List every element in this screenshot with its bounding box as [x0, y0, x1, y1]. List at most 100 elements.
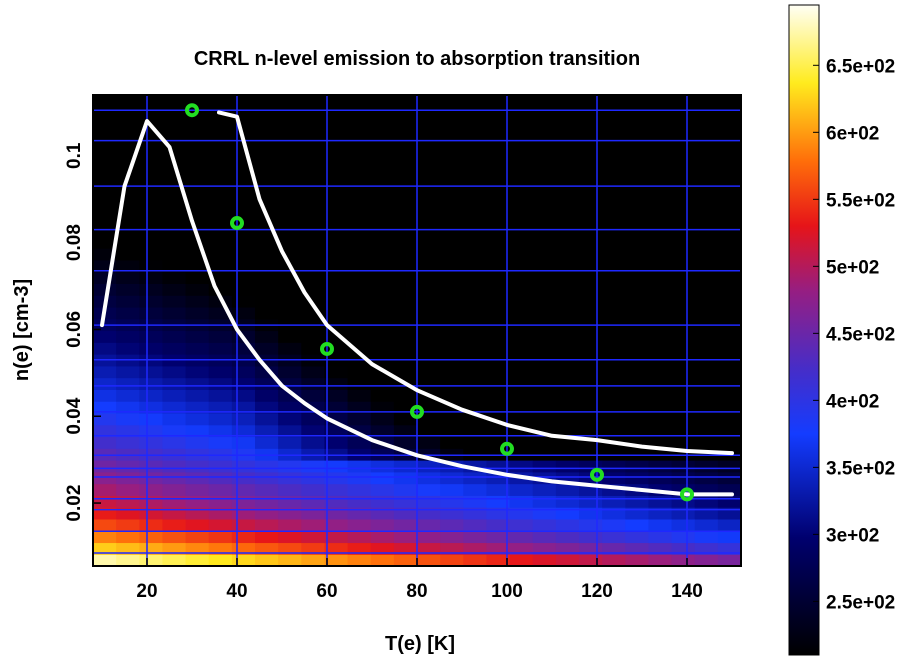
heatmap-cell: [370, 106, 395, 120]
heatmap-cell: [255, 259, 279, 273]
heatmap-cell: [463, 248, 488, 261]
heatmap-cell: [208, 460, 233, 473]
heatmap-cell: [301, 483, 326, 496]
heatmap-cell: [162, 554, 187, 566]
heatmap-cell: [579, 283, 603, 296]
heatmap-cell: [116, 142, 140, 155]
heatmap-cell: [717, 436, 741, 449]
heatmap-cell: [324, 224, 349, 237]
heatmap-cell: [625, 554, 650, 566]
heatmap-cell: [324, 436, 349, 449]
heatmap-cell: [162, 130, 187, 143]
heatmap-cell: [486, 189, 511, 202]
heatmap-cell: [717, 471, 741, 485]
heatmap-cell: [278, 471, 302, 485]
heatmap-cell: [185, 165, 210, 179]
heatmap-cell: [463, 542, 488, 555]
heatmap-cell: [440, 471, 464, 485]
heatmap-cell: [671, 518, 696, 532]
heatmap-cell: [255, 412, 279, 426]
heatmap-cell: [602, 389, 626, 402]
heatmap-cell: [625, 95, 650, 108]
heatmap-cell: [509, 530, 534, 544]
heatmap-cell: [255, 306, 279, 320]
heatmap-cell: [278, 448, 302, 461]
heatmap-cell: [347, 224, 372, 237]
marker-point: [410, 404, 424, 419]
heatmap-cell: [93, 518, 117, 532]
heatmap-cell: [602, 518, 626, 532]
heatmap-cell: [370, 377, 395, 390]
heatmap-cell: [555, 401, 580, 414]
heatmap-cell: [93, 118, 117, 131]
heatmap-cell: [671, 389, 696, 402]
heatmap-cell: [162, 95, 187, 108]
heatmap-cell: [648, 412, 673, 426]
heatmap-cell: [370, 295, 395, 308]
heatmap-cell: [579, 106, 603, 120]
heatmap-cell: [185, 295, 210, 308]
heatmap-cell: [671, 330, 696, 343]
heatmap-cell: [555, 295, 580, 308]
heatmap-cell: [324, 118, 349, 131]
heatmap-cell: [532, 106, 557, 120]
heatmap-cell: [347, 495, 372, 508]
heatmap-cell: [139, 236, 164, 249]
heatmap-cell: [208, 530, 233, 544]
heatmap-cell: [393, 130, 418, 143]
heatmap-cell: [347, 259, 372, 273]
heatmap-cell: [231, 530, 256, 544]
heatmap-cell: [139, 212, 164, 226]
heatmap-cell: [116, 495, 140, 508]
heatmap-cell: [162, 189, 187, 202]
heatmap-cell: [139, 295, 164, 308]
heatmap-cell: [208, 554, 233, 566]
heatmap-cell: [532, 448, 557, 461]
heatmap-cell: [208, 224, 233, 237]
heatmap-cell: [509, 483, 534, 496]
heatmap-cell: [139, 542, 164, 555]
heatmap-cell: [648, 342, 673, 355]
heatmap-cell: [301, 212, 326, 226]
heatmap-cell: [694, 460, 719, 473]
chart-title: CRRL n-level emission to absorption tran…: [194, 48, 640, 70]
heatmap-cell: [208, 424, 233, 438]
heatmap-cell: [393, 165, 418, 179]
heatmap-cell: [116, 306, 140, 320]
heatmap-cell: [208, 142, 233, 155]
heatmap-cell: [509, 518, 534, 532]
colorbar-tick-label: 3.5e+02: [826, 458, 895, 479]
heatmap-cell: [486, 200, 511, 214]
heatmap-cell: [694, 177, 719, 190]
heatmap-cell: [255, 436, 279, 449]
heatmap-cell: [463, 342, 488, 355]
heatmap-cell: [417, 248, 441, 261]
heatmap-cell: [93, 271, 117, 284]
heatmap-cell: [625, 330, 650, 343]
heatmap-cell: [301, 189, 326, 202]
heatmap-cell: [671, 271, 696, 284]
heatmap-cell: [370, 306, 395, 320]
heatmap-cell: [671, 189, 696, 202]
heatmap-cell: [648, 554, 673, 566]
heatmap-cell: [116, 554, 140, 566]
heatmap-cell: [532, 153, 557, 167]
heatmap-cell: [231, 365, 256, 379]
heatmap-cell: [139, 95, 164, 108]
y-tick-label: 0.06: [64, 311, 85, 348]
heatmap-cell: [509, 236, 534, 249]
heatmap-cell: [671, 283, 696, 296]
heatmap-cell: [694, 95, 719, 108]
heatmap-cell: [278, 424, 302, 438]
heatmap-cell: [393, 306, 418, 320]
heatmap-cell: [278, 142, 302, 155]
heatmap-cell: [602, 130, 626, 143]
heatmap-cell: [440, 142, 464, 155]
heatmap-cell: [301, 224, 326, 237]
heatmap-cell: [440, 436, 464, 449]
heatmap-cell: [486, 460, 511, 473]
heatmap-cell: [116, 259, 140, 273]
heatmap-cell: [278, 330, 302, 343]
heatmap-cell: [602, 106, 626, 120]
heatmap-cell: [185, 377, 210, 390]
